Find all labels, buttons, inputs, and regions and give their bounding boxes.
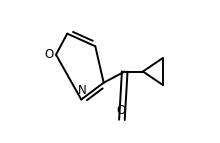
Text: N: N bbox=[78, 84, 86, 97]
Text: O: O bbox=[117, 104, 126, 117]
Text: O: O bbox=[44, 48, 53, 61]
